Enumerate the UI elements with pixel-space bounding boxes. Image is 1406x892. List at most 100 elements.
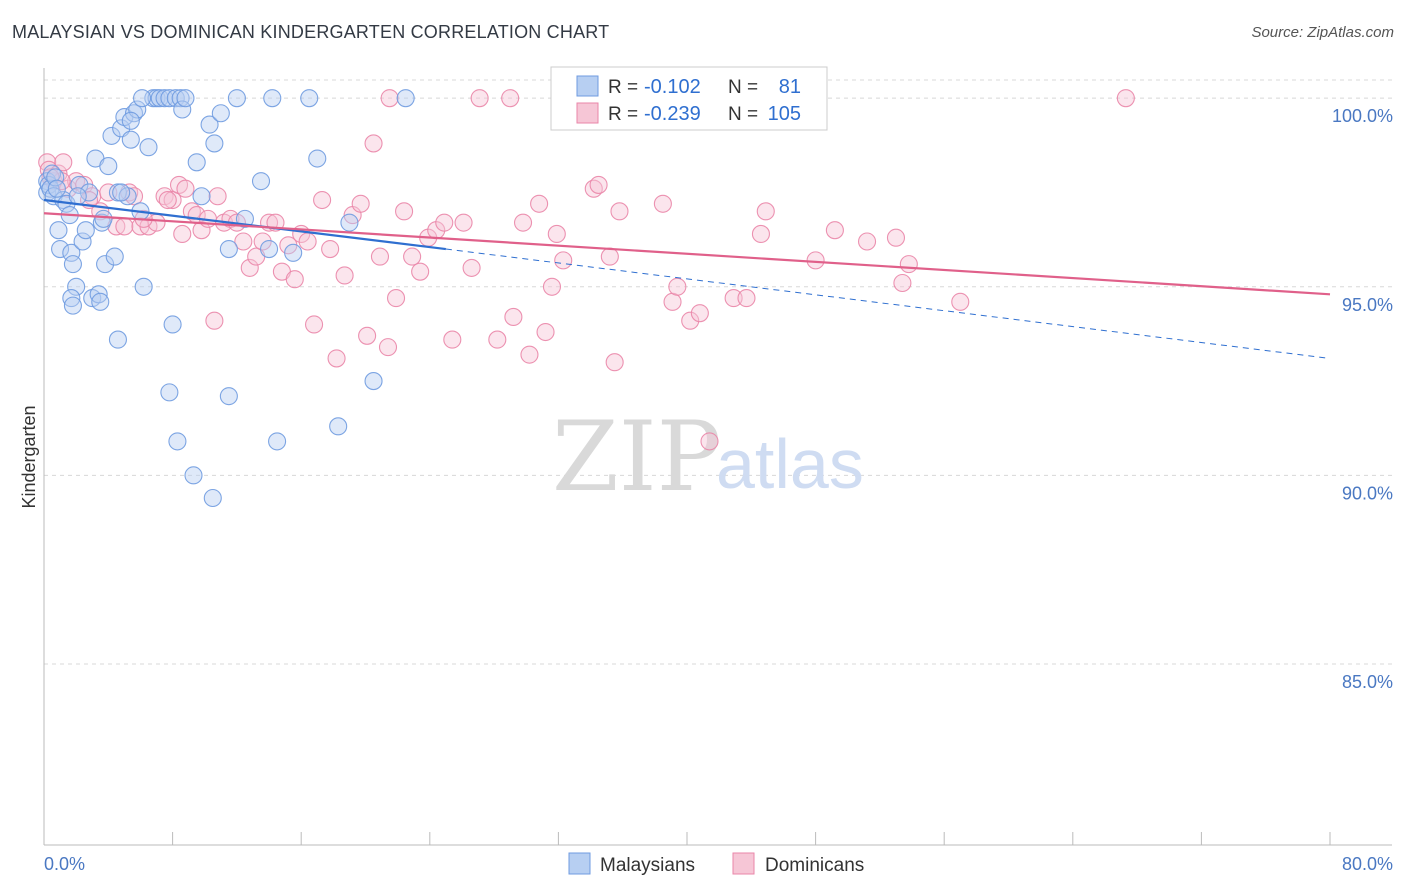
dominicans-point <box>115 217 134 236</box>
malaysians-point <box>99 157 118 176</box>
dominicans-point <box>163 190 182 210</box>
dominicans-point <box>520 345 539 364</box>
legend-r-value-1: -0.102 <box>644 76 701 98</box>
dominicans-point <box>653 194 672 213</box>
y-tick-label: 85.0% <box>1342 672 1393 692</box>
malaysians-point <box>121 111 140 130</box>
malaysians-point <box>62 289 81 308</box>
dominicans-point <box>886 228 906 247</box>
dominicans-point <box>554 251 573 270</box>
watermark-zip: ZIP <box>552 401 721 513</box>
dominicans-point <box>454 213 473 232</box>
dominicans-trend-line <box>43 212 1331 296</box>
series-legend-label-malaysians[interactable]: Malaysians <box>600 855 695 876</box>
x-tick-labels: 0.0% 80.0% <box>44 854 1393 874</box>
series-legend-swatch-dominicans[interactable] <box>732 852 755 875</box>
malaysians-point <box>128 100 147 119</box>
legend-n-label-1: N = <box>728 77 758 98</box>
dominicans-point <box>298 232 317 251</box>
dominicans-point <box>857 232 877 251</box>
malaysians-point <box>211 104 230 123</box>
dominicans-point <box>899 255 918 274</box>
dominicans-point <box>38 153 57 172</box>
malaysians-point <box>219 239 238 259</box>
dominicans-point <box>253 232 272 251</box>
dominicans-point <box>501 89 520 108</box>
malaysians-trend-line <box>43 198 447 251</box>
malaysians-point <box>133 89 152 108</box>
malaysians-point <box>176 89 195 108</box>
malaysians-point <box>94 209 113 228</box>
malaysians-point <box>163 315 182 334</box>
y-tick-label: 100.0% <box>1332 106 1393 126</box>
dominicans-point <box>951 292 970 311</box>
malaysians-point <box>49 221 68 240</box>
malaysians-point <box>203 488 222 508</box>
dominicans-point <box>240 258 259 277</box>
dominicans-point <box>700 432 719 451</box>
malaysians-point <box>219 387 238 406</box>
dominicans-point <box>358 326 377 345</box>
malaysians-point <box>300 89 319 108</box>
dominicans-point <box>158 190 177 210</box>
dominicans-point <box>589 175 608 194</box>
malaysians-point <box>108 330 127 349</box>
gridlines <box>44 79 1392 665</box>
malaysians-trend-extension <box>445 248 1331 359</box>
malaysians-point <box>187 153 206 172</box>
malaysians-point <box>340 213 359 232</box>
dominicans-point <box>364 134 383 153</box>
dominicans-point <box>530 194 549 213</box>
dominicans-point <box>313 190 332 210</box>
x-tick-label-min: 0.0% <box>44 854 85 874</box>
dominicans-point <box>547 224 566 244</box>
chart-title: MALAYSIAN VS DOMINICAN KINDERGARTEN CORR… <box>12 22 610 42</box>
watermark: ZIP atlas <box>552 401 864 513</box>
malaysians-point <box>171 89 190 108</box>
dominicans-point <box>173 224 192 244</box>
dominicans-point <box>192 221 211 240</box>
dominicans-points <box>38 89 1135 451</box>
dominicans-point <box>395 202 414 221</box>
dominicans-point <box>610 202 629 221</box>
malaysians-point <box>89 285 108 304</box>
malaysians-point <box>308 149 327 168</box>
malaysians-point <box>121 130 140 149</box>
legend-swatch-dominicans <box>576 102 599 124</box>
dominicans-point <box>470 89 489 108</box>
dominicans-point <box>605 353 624 372</box>
dominicans-point <box>737 289 756 308</box>
malaysians-point <box>200 115 219 134</box>
malaysians-point <box>184 466 203 485</box>
dominicans-point <box>386 289 406 308</box>
dominicans-point <box>806 251 825 270</box>
malaysians-point <box>76 221 95 240</box>
legend-r-label-2: R = <box>608 104 638 125</box>
dominicans-point <box>176 179 195 198</box>
dominicans-point <box>335 266 354 285</box>
malaysians-point <box>139 138 158 157</box>
series-legend-swatch-malaysians[interactable] <box>568 852 591 875</box>
dominicans-point <box>205 311 224 330</box>
malaysians-point <box>251 172 271 191</box>
y-tick-label: 95.0% <box>1342 295 1393 315</box>
malaysians-point <box>166 89 185 108</box>
trend-lines <box>43 198 1331 359</box>
stats-legend: R = -0.102 N = 81 R = -0.239 N = 105 <box>550 66 828 131</box>
dominicans-point <box>380 89 399 108</box>
dominicans-point <box>351 194 370 213</box>
malaysians-point <box>67 277 86 296</box>
dominicans-point <box>208 187 227 206</box>
malaysians-point <box>47 179 66 198</box>
malaysians-point <box>134 277 153 296</box>
y-axis-title: Kindergarten <box>19 405 39 508</box>
malaysians-point <box>63 255 82 274</box>
malaysians-point <box>51 239 70 259</box>
series-legend-label-dominicans[interactable]: Dominicans <box>765 855 864 876</box>
dominicans-point <box>321 239 340 259</box>
dominicans-point <box>378 338 398 357</box>
malaysians-point <box>192 187 211 206</box>
malaysians-point <box>160 383 179 402</box>
dominicans-point <box>411 262 430 281</box>
legend-n-label-2: N = <box>728 104 758 125</box>
